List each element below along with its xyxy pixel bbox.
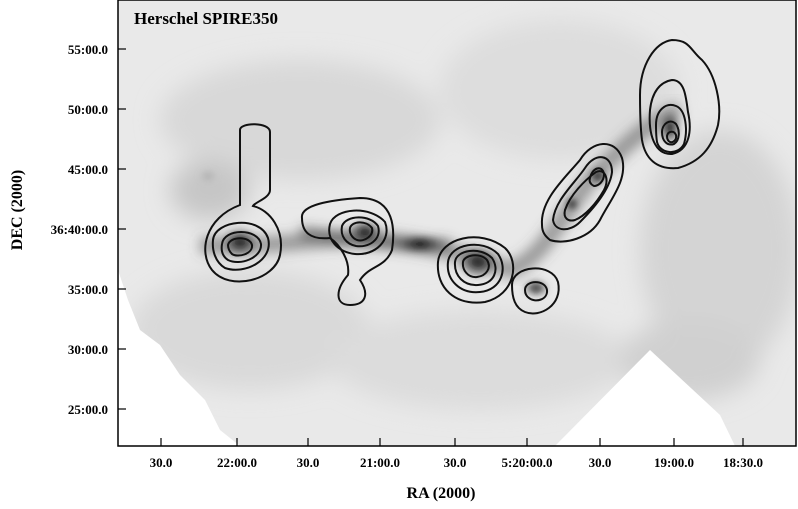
y-tick-label: 55:00.0	[68, 42, 108, 57]
x-tick-label: 30.0	[444, 455, 467, 470]
x-tick-label: 30.0	[150, 455, 173, 470]
y-tick-label: 30:00.0	[68, 342, 108, 357]
unmapped-region-right	[555, 350, 735, 446]
x-tick-label: 18:30.0	[723, 455, 763, 470]
x-axis-title: RA (2000)	[407, 485, 476, 502]
contour-overlay	[204, 38, 721, 315]
y-tick-label: 36:40:00.0	[51, 222, 108, 237]
x-axis	[160, 438, 744, 446]
image-title: Herschel SPIRE350	[134, 9, 278, 28]
x-tick-label: 5:20:00.0	[502, 455, 553, 470]
y-tick-label: 35:00.0	[68, 282, 108, 297]
x-tick-label: 19:00.0	[654, 455, 694, 470]
y-axis-title: DEC (2000)	[9, 170, 26, 250]
y-axis	[118, 48, 126, 410]
unmapped-region-left	[118, 270, 240, 446]
y-tick-label: 45:00.0	[68, 162, 108, 177]
x-tick-label: 22:00.0	[217, 455, 257, 470]
emission-image	[118, 0, 796, 446]
x-tick-label: 30.0	[589, 455, 612, 470]
x-tick-label: 21:00.0	[360, 455, 400, 470]
x-tick-label: 30.0	[297, 455, 320, 470]
plot-frame	[117, 0, 797, 447]
y-tick-label: 25:00.0	[68, 402, 108, 417]
y-tick-label: 50:00.0	[68, 102, 108, 117]
